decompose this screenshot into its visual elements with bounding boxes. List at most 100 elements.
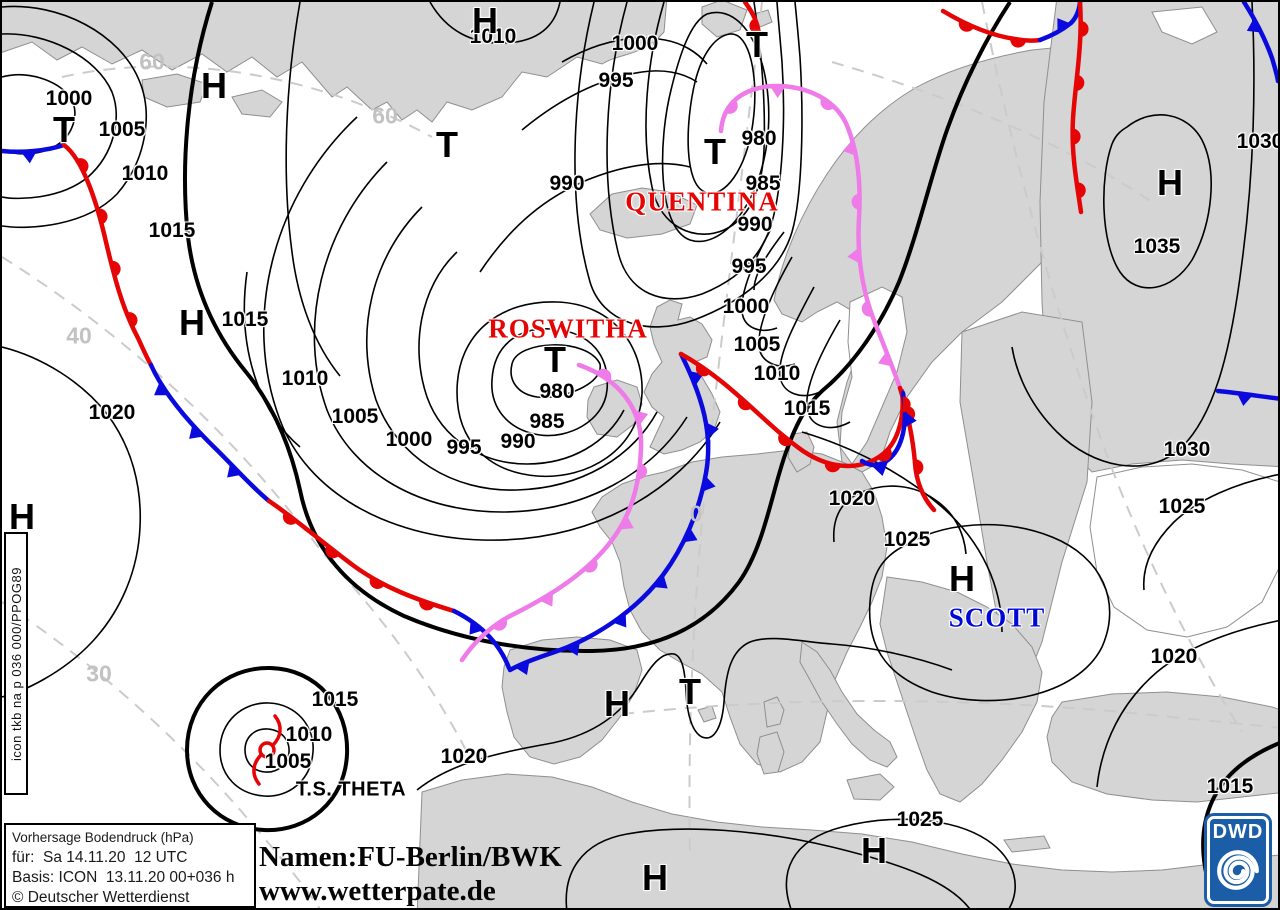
isobar-label: 1010 — [753, 362, 801, 385]
isobar-label: 1010 — [469, 25, 517, 48]
legend-copyright: © Deutscher Wetterdienst — [12, 889, 190, 906]
cold-front-marker — [565, 641, 580, 656]
warm-front-marker — [1076, 182, 1086, 199]
storm-name: T.S. THETA — [295, 778, 407, 801]
high-center-symbol: H — [472, 0, 498, 41]
isobar-label: 1010 — [281, 367, 329, 390]
high-center-symbol: H — [949, 558, 975, 599]
warm-front-marker — [126, 312, 138, 328]
warm-front-marker — [97, 208, 108, 225]
isobar-label: 1020 — [828, 487, 876, 510]
high-center-symbol: H — [179, 302, 205, 343]
warm-front-marker — [778, 433, 793, 447]
graticule-label: 30 — [86, 660, 112, 687]
front-layer — [2, 2, 1278, 676]
isobar-label: 1015 — [221, 308, 269, 331]
warm-front-marker — [737, 396, 752, 411]
isobar-label: 1005 — [264, 750, 312, 773]
dwd-logo-text: DWD — [1212, 821, 1264, 843]
isobar-label: 1010 — [121, 162, 169, 185]
warm-front-marker — [1080, 20, 1089, 37]
graticule-label: 60 — [139, 48, 165, 75]
isobar-label: 990 — [549, 172, 585, 195]
isobar-label: 1015 — [783, 397, 831, 420]
warm-front-marker — [1072, 128, 1081, 145]
cold-front-marker — [20, 150, 37, 164]
graticule-label: 60 — [372, 102, 398, 129]
isobar-label: 985 — [745, 172, 781, 195]
high-center-symbol: H — [642, 857, 668, 898]
isobar-label: 1000 — [611, 32, 659, 55]
isobar-label: 1015 — [148, 219, 196, 242]
cold-front-marker — [514, 660, 530, 676]
isobar-label: 1000 — [722, 295, 770, 318]
cold-front-marker — [904, 411, 917, 428]
cold-front-marker — [154, 381, 169, 396]
cold-front-marker — [1246, 18, 1262, 33]
warm-front-marker — [695, 363, 711, 377]
warm-front-marker — [282, 511, 298, 525]
occluded-front-marker — [847, 247, 861, 264]
warm-front-marker — [110, 260, 121, 277]
cold-front-marker — [189, 424, 204, 439]
low-center-symbol: T — [53, 109, 75, 150]
occluded-front-marker — [583, 559, 598, 573]
occluded-front-marker — [877, 351, 893, 367]
high-center-symbol: H — [861, 830, 887, 871]
occluded-front-marker — [634, 410, 649, 426]
isobar-label: 1015 — [311, 688, 359, 711]
occluded-front-marker — [724, 99, 738, 114]
occluded-front-marker — [539, 592, 554, 607]
occluded-front-marker — [851, 193, 860, 210]
cold-front-marker — [612, 613, 627, 628]
warm-front-marker — [1010, 38, 1027, 48]
watermark-url: www.wetterpate.de — [259, 875, 496, 907]
warm-front-marker — [958, 20, 975, 32]
occluded-front-marker — [769, 85, 786, 98]
cold-front-marker — [653, 574, 668, 589]
storm-name: QUENTINA — [625, 186, 779, 217]
warm-front-marker — [749, 18, 760, 34]
legend-box: Vorhersage Bodendruck (hPa) für: Sa 14.1… — [4, 823, 256, 908]
occluded-front-marker — [596, 368, 612, 382]
legend-title: Vorhersage Bodendruck (hPa) — [12, 830, 194, 845]
occluded-front-marker — [492, 618, 508, 631]
cold-front-marker — [706, 422, 719, 439]
cold-front-marker — [227, 463, 242, 478]
low-center-symbol: T — [544, 339, 566, 380]
isobar-label: 1000 — [385, 428, 433, 451]
isobar-label: 980 — [741, 127, 777, 150]
high-center-symbol: H — [1157, 162, 1183, 203]
isobar-label: 995 — [446, 436, 482, 459]
isobar-label: 1025 — [1158, 495, 1206, 518]
isobar-label: 1020 — [1150, 645, 1198, 668]
low-center-symbol: T — [746, 24, 768, 65]
occluded-front-marker — [861, 300, 873, 317]
warm-front-marker — [325, 545, 340, 559]
warm-front-marker — [76, 158, 89, 174]
low-center-symbol: T — [679, 671, 701, 712]
isobar-label: 1035 — [1133, 235, 1181, 258]
warm-front-marker — [914, 459, 924, 476]
product-id-label: icon tkb na p 036 000/PPOG89 — [8, 566, 24, 761]
isobar-label: 1015 — [1206, 775, 1254, 798]
isobar-label: 1030 — [1236, 130, 1280, 153]
graticule-label: 0 — [689, 500, 703, 527]
isobar-label: 990 — [500, 430, 536, 453]
cold-front-marker — [1236, 393, 1253, 407]
occluded-front-marker — [842, 140, 857, 156]
storm-name: SCOTT — [948, 602, 1046, 633]
occluded-front-marker — [619, 515, 634, 530]
cold-front-marker — [872, 462, 888, 476]
occluded-front-marker — [820, 97, 835, 111]
product-id-box: icon tkb na p 036 000/PPOG89 — [4, 532, 28, 795]
storm-name: ROSWITHA — [488, 313, 648, 344]
cyclone-spiral-icon — [1217, 850, 1259, 890]
cold-front-marker — [702, 476, 716, 492]
isobar-label: 1000 — [45, 87, 93, 110]
isobar-label: 1020 — [88, 401, 136, 424]
